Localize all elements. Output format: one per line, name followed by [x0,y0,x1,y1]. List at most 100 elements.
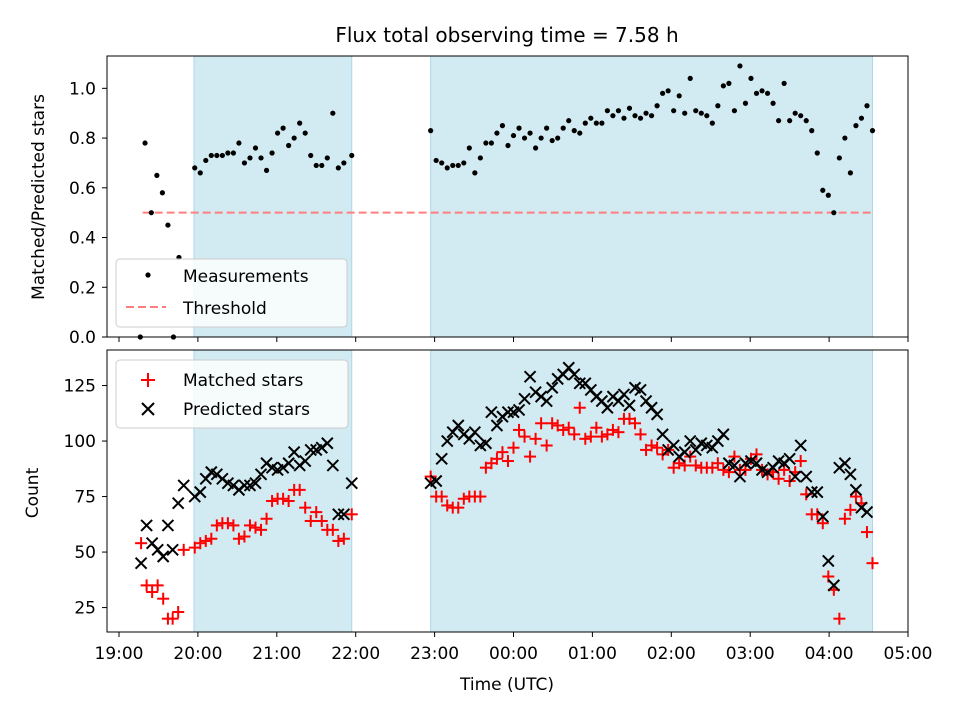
measurement-point [648,113,655,119]
predicted-point-b [485,405,498,419]
predicted-point-b [518,392,531,406]
measurement-point [588,115,594,121]
measurement-point [236,140,242,146]
measurement-point [165,222,171,228]
measurement-point [302,130,308,136]
predicted-point-b [156,550,170,563]
top-x-ticks [118,337,909,342]
measurement-point [154,172,160,178]
matched-point [595,430,608,443]
matched-point [157,592,170,605]
top-legend: Measurements Threshold [115,258,348,328]
measurement-point [455,162,461,169]
x-tick-label: 20:00 [173,644,222,664]
measurement-point [461,160,467,166]
predicted-point-b [468,425,482,439]
predicted-point [171,497,185,510]
predicted-point-b [151,543,164,557]
matched-point [717,463,730,476]
predicted-point-b [794,439,807,452]
measurement-point [566,118,572,124]
measurement-point [274,130,281,136]
predicted-point [321,437,334,450]
measurement-point [297,120,303,126]
predicted-point [860,505,874,519]
y-tick-label: 0.6 [69,179,96,199]
predicted-point [838,457,852,470]
bottom-legend-box [115,359,349,429]
matched-point [277,492,290,505]
predicted-point-b [145,536,159,550]
matched-point [629,417,642,430]
predicted-point-b [194,485,207,499]
predicted-point [337,508,351,521]
bottom-x-ticks: 19:00 20:00 21:00 22:00 23:00 00:00 01:00 02:00… [95,632,933,664]
predicted-point [140,519,153,532]
predicted-point-b [254,468,268,481]
measurement-point [330,110,336,116]
predicted-point [794,439,807,452]
matched-point [529,432,542,445]
matched-point [238,530,251,543]
predicted-point [238,479,251,492]
measurement-point [269,150,275,156]
measurement-point [527,130,533,136]
measurement-point [593,120,599,126]
predicted-point-b [452,419,465,432]
measurement-point [709,120,715,126]
predicted-legend-label: Predicted stars [183,400,310,420]
predicted-point [816,510,829,523]
matched-point [194,537,207,550]
predicted-point [435,452,448,466]
measurement-point [626,105,633,111]
predicted-point-b [811,485,824,499]
measurement-point [483,140,489,146]
matched-point [266,494,279,507]
measurement-point [505,142,511,149]
predicted-point [156,550,170,563]
predicted-point [733,470,747,483]
measurement-point [192,165,198,171]
predicted-point-b [788,470,802,483]
predicted-point-b [441,434,454,448]
matched-point [524,450,537,463]
matched-point [501,455,514,468]
predicted-point-b [579,377,592,390]
predicted-point [617,388,631,401]
matched-point [689,459,702,472]
predicted-point [254,468,268,481]
measurement-point [142,140,148,146]
predicted-point [501,405,515,419]
predicted-point [429,474,443,488]
predicted-point-b [617,388,631,401]
predicted-point [573,377,586,390]
matched-point [496,446,509,459]
predicted-point-b [601,401,614,414]
predicted-point [684,434,697,448]
y-tick-label: 75 [74,488,96,508]
measurement-point [341,160,347,166]
predicted-point-b [282,457,295,470]
matched-point [794,455,807,468]
predicted-point-b [568,368,581,381]
count-panel: 25 50 75 100 125 19:00 20:00 21:00 22:00 23:00 00… [23,349,933,695]
predicted-point-b [265,461,279,474]
predicted-legend-marker [141,402,155,416]
predicted-point-b [816,510,829,523]
measurement-point [814,150,820,156]
predicted-point [452,419,465,432]
threshold-legend-label: Threshold [182,299,267,319]
measurement-point [560,125,566,131]
predicted-point-b [656,428,669,441]
predicted-point [282,457,295,470]
measurement-point [742,100,749,106]
predicted-point-b [337,508,351,521]
matched-point [441,499,454,512]
measurement-point [704,113,710,119]
measurement-point [494,130,500,136]
top-legend-box [115,258,348,328]
measurement-point [499,123,506,129]
predicted-point [805,485,818,499]
y-tick-label: 0.2 [69,278,96,298]
predicted-point-b [744,454,758,468]
